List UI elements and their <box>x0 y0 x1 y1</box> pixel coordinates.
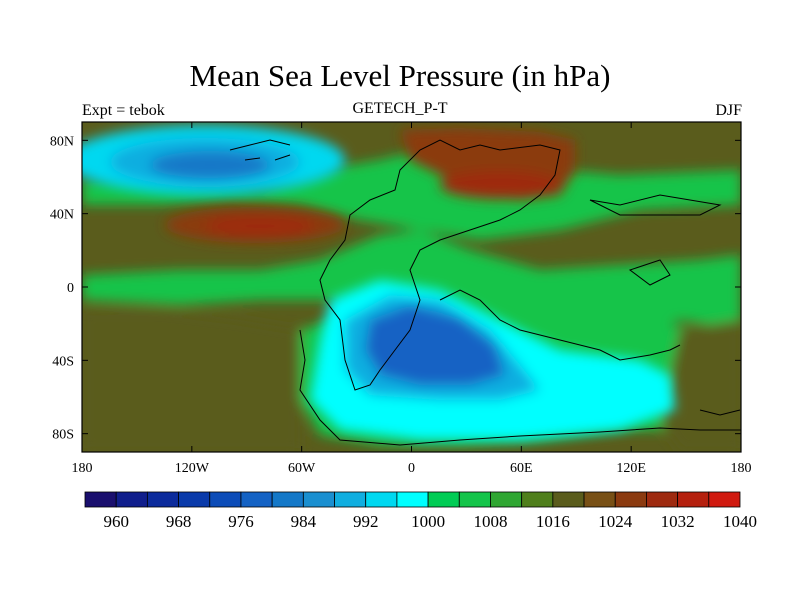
colorbar-swatch <box>677 491 710 508</box>
colorbar-swatch <box>209 491 242 508</box>
colorbar-swatch <box>396 491 429 508</box>
colorbar-swatch <box>365 491 398 508</box>
southern-low-core <box>365 305 505 385</box>
coastline-americas <box>319 139 561 391</box>
colorbar-label: 976 <box>228 512 254 531</box>
asian-high-core <box>440 171 560 199</box>
colorbar-swatch <box>614 491 647 508</box>
colorbar-swatch <box>490 491 523 508</box>
x-tick-label: 60W <box>288 461 316 476</box>
colorbar-label: 984 <box>291 512 317 531</box>
colorbar-swatch <box>146 491 179 508</box>
map-subtitle: GETECH_P-T <box>352 100 448 117</box>
colorbar-swatch <box>115 491 148 508</box>
colorbar-label: 1008 <box>473 512 507 531</box>
subtropical-high-core <box>205 216 315 236</box>
colorbar-swatch <box>84 491 117 508</box>
olive-patch-southwest <box>82 310 300 452</box>
colorbar-label: 1040 <box>723 512 757 531</box>
coastline-island-east <box>589 194 722 216</box>
colorbar-swatch <box>552 491 585 508</box>
y-tick-label: 40S <box>52 354 74 369</box>
colorbar-label: 1000 <box>411 512 445 531</box>
colorbar-swatch <box>521 491 554 508</box>
olive-patch-east <box>660 320 741 452</box>
colorbar-swatch <box>583 491 616 508</box>
coastline-antarctica-rim <box>299 329 741 446</box>
coastline-arctic-islands <box>229 139 291 161</box>
colorbar-swatch <box>458 491 491 508</box>
y-tick-label: 80N <box>50 134 74 149</box>
colorbar-label: 968 <box>166 512 192 531</box>
green-band-northern <box>82 150 741 240</box>
colorbar-label: 992 <box>353 512 379 531</box>
y-tick-label: 80S <box>52 428 74 443</box>
x-tick-label: 0 <box>408 461 415 476</box>
colorbar-label: 1016 <box>536 512 570 531</box>
coastlines <box>229 139 741 446</box>
map-title: Mean Sea Level Pressure (in hPa) <box>189 58 611 93</box>
north-low-core <box>150 151 270 179</box>
colorbar-swatch <box>178 491 211 508</box>
colorbar-swatch <box>302 491 335 508</box>
colorbar-swatch <box>646 491 679 508</box>
colorbar-swatch <box>271 491 304 508</box>
x-tick-label: 180 <box>72 461 93 476</box>
coastline-africa-eurasia <box>439 289 681 361</box>
x-tick-label: 120W <box>175 461 210 476</box>
colorbar-label: 1024 <box>598 512 633 531</box>
experiment-label: Expt = tebok <box>82 102 165 119</box>
colorbar: 960 968 976 984 992 1000 1008 1016 1024 1032 1040 <box>84 491 757 531</box>
colorbar-swatch <box>334 491 367 508</box>
y-axis: 80N 40N 0 40S 80S <box>50 134 741 443</box>
x-axis: 180 120W 60W 0 60E 120E 180 <box>72 122 752 476</box>
colorbar-swatch <box>427 491 460 508</box>
colorbar-label: 960 <box>103 512 129 531</box>
x-tick-label: 60E <box>510 461 533 476</box>
coastline-island-southeast <box>628 259 671 286</box>
plot-area <box>82 122 741 452</box>
x-tick-label: 180 <box>731 461 752 476</box>
colorbar-label: 1032 <box>661 512 695 531</box>
y-tick-label: 40N <box>50 208 74 223</box>
season-label: DJF <box>715 102 742 119</box>
coastline-tasman <box>699 409 741 416</box>
colorbar-swatch <box>708 491 741 508</box>
x-tick-label: 120E <box>616 461 646 476</box>
colorbar-swatch <box>240 491 273 508</box>
y-tick-label: 0 <box>67 281 74 296</box>
